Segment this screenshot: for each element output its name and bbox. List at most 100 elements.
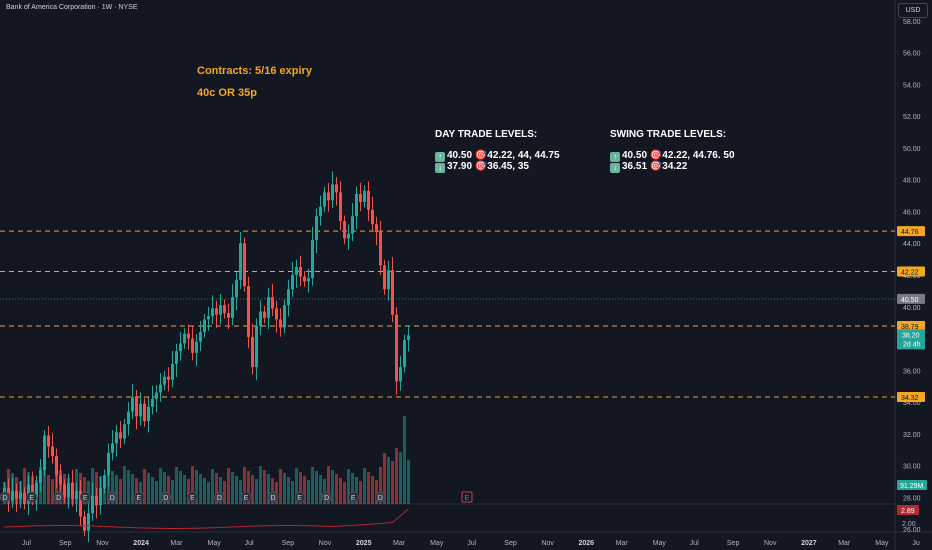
candle-body [187, 333, 190, 339]
volume-bar [211, 469, 214, 504]
time-axis-label: Sep [282, 540, 295, 547]
volume-bar [339, 478, 342, 504]
volume-bar [99, 476, 102, 504]
time-axis-label: 2026 [579, 540, 595, 547]
candle-body [311, 240, 314, 279]
time-axis-label: Mar [616, 540, 629, 547]
candle-body [191, 338, 194, 353]
candle-body [363, 190, 366, 202]
volume-bar [55, 466, 58, 504]
symbol-title[interactable]: Bank of America Corporation · 1W · NYSE [6, 4, 138, 11]
volume-bar [175, 467, 178, 504]
volume-bar [359, 481, 362, 504]
volume-bar [303, 476, 306, 504]
candle-body [387, 270, 390, 290]
candle-body [251, 336, 254, 368]
volume-bar [375, 480, 378, 504]
volume-bar [75, 469, 78, 504]
candle-body [171, 363, 174, 380]
volume-bar [283, 473, 286, 504]
swing-trade-long-text: 40.50 🎯42.22, 44.76. 50 [622, 150, 735, 161]
candle-body [211, 308, 214, 317]
volume-bar [135, 478, 138, 504]
candle-body [299, 267, 302, 277]
volume-bar [399, 452, 402, 504]
volume-bar [115, 475, 118, 504]
candle-body [163, 376, 166, 385]
time-axis-label: Sep [727, 540, 740, 547]
currency-button[interactable]: USD [898, 3, 928, 18]
candle-body [147, 406, 150, 422]
volume-bar [19, 481, 22, 504]
swing-trade-title: SWING TRADE LEVELS: [610, 129, 727, 140]
volume-bar [155, 481, 158, 504]
time-axis-label: Sep [59, 540, 72, 547]
candle-body [179, 343, 182, 352]
time-axis-label: May [430, 540, 444, 547]
volume-bar [299, 472, 302, 504]
volume-bar [171, 480, 174, 504]
candle-body [239, 243, 242, 280]
level-label: 40.50 [901, 297, 919, 304]
current-price-label: 38.20 [902, 332, 920, 339]
time-axis-label: Mar [838, 540, 851, 547]
time-axis-label: Nov [764, 540, 777, 547]
dividend-marker [0, 491, 11, 503]
volume-bar [235, 476, 238, 504]
marker-letter: E [137, 495, 142, 502]
volume-bar [71, 482, 74, 504]
candle-body [307, 278, 310, 282]
earnings-marker [26, 491, 38, 503]
volume-bar [83, 477, 86, 504]
candle-body [235, 279, 238, 298]
time-axis-label: 2027 [801, 540, 817, 547]
volume-bar [167, 476, 170, 504]
candle-body [407, 335, 410, 341]
volume-bar [279, 469, 282, 504]
earnings-marker [187, 491, 199, 503]
candle-body [395, 314, 398, 382]
price-tick-label: 30.00 [903, 464, 921, 471]
volume-bar [91, 468, 94, 504]
volume-bar [147, 473, 150, 504]
candle-body [43, 435, 46, 471]
time-axis-label: 2024 [133, 540, 149, 547]
level-label: 34.32 [901, 395, 919, 402]
contracts-annotation: Contracts: 5/16 expiry [197, 65, 312, 77]
volume-bar [239, 480, 242, 504]
volume-bar [195, 470, 198, 504]
marker-letter: D [324, 495, 329, 502]
candle-body [111, 443, 114, 453]
arrow-up-icon: ↑ [435, 152, 445, 162]
candle-body [207, 316, 210, 320]
volume-bar [39, 467, 42, 504]
volume-bar [191, 466, 194, 504]
level-label-bg [897, 266, 925, 277]
volume-bar [327, 466, 330, 504]
swing-trade-short-text: 36.51 🎯34.22 [622, 161, 688, 172]
level-label-bg [897, 293, 925, 304]
volume-bar [107, 467, 110, 504]
volume-bar [27, 472, 30, 504]
candle-body [391, 270, 394, 315]
volume-bar [151, 477, 154, 504]
volume-bar [371, 476, 374, 504]
volume-bar [343, 482, 346, 504]
candle-body [119, 432, 122, 439]
options-annotation: 40c OR 35p [197, 87, 257, 99]
earnings-marker [294, 491, 306, 503]
countdown-label: 2d 4h [903, 341, 921, 348]
candle-body [195, 341, 198, 353]
time-axis-label: Ju [912, 540, 920, 547]
dividend-marker [213, 491, 225, 503]
price-tick-label: 48.00 [903, 178, 921, 185]
candle-body [323, 192, 326, 207]
time-axis-label: May [208, 540, 222, 547]
volume-bar [59, 470, 62, 504]
marker-letter: D [271, 495, 276, 502]
volume-bar [259, 466, 262, 504]
time-axis-label: Mar [170, 540, 183, 547]
candle-body [227, 313, 230, 318]
marker-letter: E [244, 495, 249, 502]
